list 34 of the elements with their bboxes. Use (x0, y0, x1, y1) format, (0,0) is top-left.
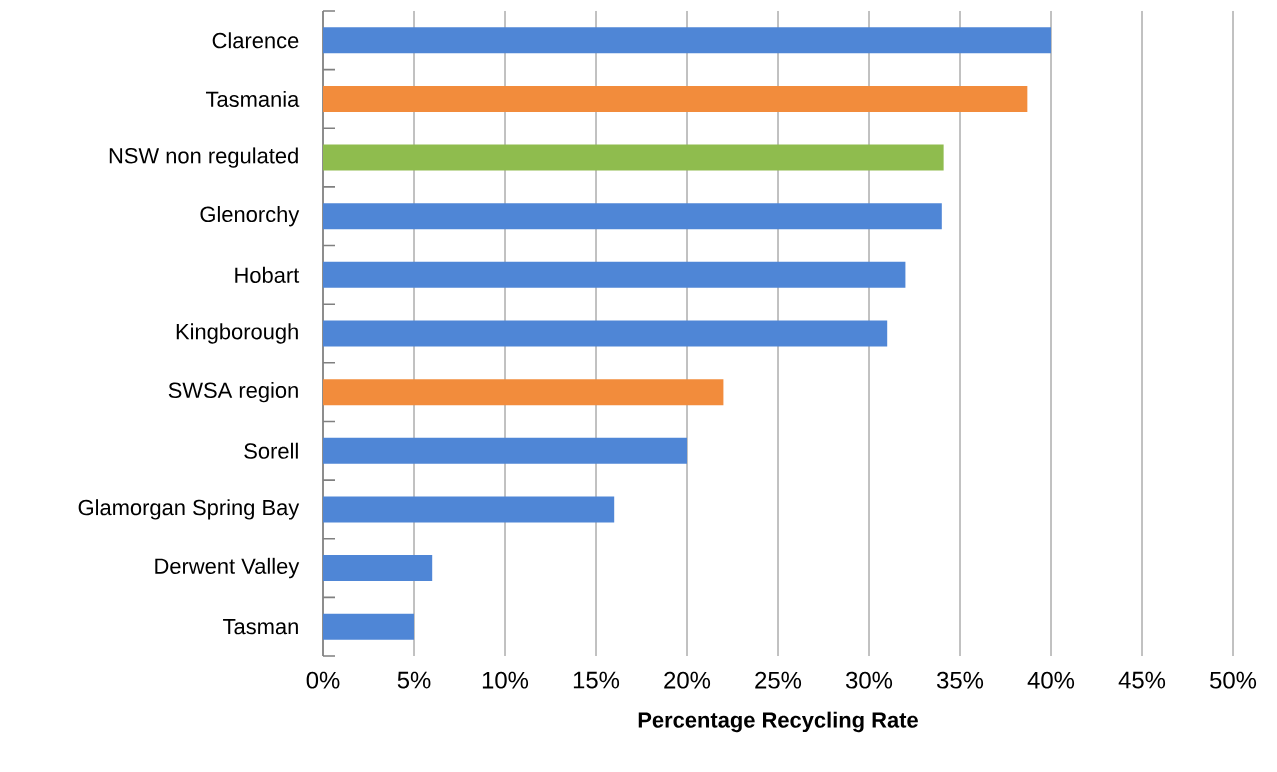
x-tick-label: 20% (664, 671, 711, 689)
y-tick-label: SWSA region (168, 381, 298, 403)
bar (323, 613, 414, 640)
x-tick-label: 0% (306, 671, 340, 689)
y-tick-label: Derwent Valley (155, 557, 300, 579)
y-tick-label: Tasman (223, 619, 298, 635)
x-tick-label: 50% (1210, 671, 1257, 689)
y-tick-label: Kingborough (176, 323, 298, 344)
x-tick-label: 25% (755, 671, 802, 689)
bar (323, 27, 1052, 54)
bar (323, 437, 687, 464)
y-tick-label: Glenorchy (200, 206, 300, 227)
x-tick-label: 15% (573, 671, 620, 689)
y-tick-label: Glamorgan Spring Bay (78, 499, 300, 520)
y-tick-label: Hobart (235, 266, 300, 283)
bar (323, 555, 433, 582)
y-tick-label: Tasmania (205, 90, 300, 107)
x-tick-label: 40% (1027, 671, 1075, 689)
x-tick-label: 35% (936, 671, 984, 689)
x-tick-label: 45% (1118, 671, 1166, 689)
bar (323, 261, 906, 288)
y-tick-label: Sorell (244, 442, 298, 459)
y-tick-label: NSW non regulated (109, 147, 298, 168)
bar (323, 379, 724, 406)
x-axis-title: Percentage Recycling Rate (638, 711, 918, 733)
x-tick-label: 30% (845, 671, 893, 689)
y-tick-label: Clarence (212, 32, 299, 49)
x-tick-label: 5% (397, 671, 431, 689)
bar (323, 496, 615, 523)
bar (323, 85, 1028, 112)
x-tick-label: 10% (482, 671, 529, 689)
bar (323, 203, 942, 230)
bar (323, 320, 888, 347)
bar (323, 144, 944, 171)
